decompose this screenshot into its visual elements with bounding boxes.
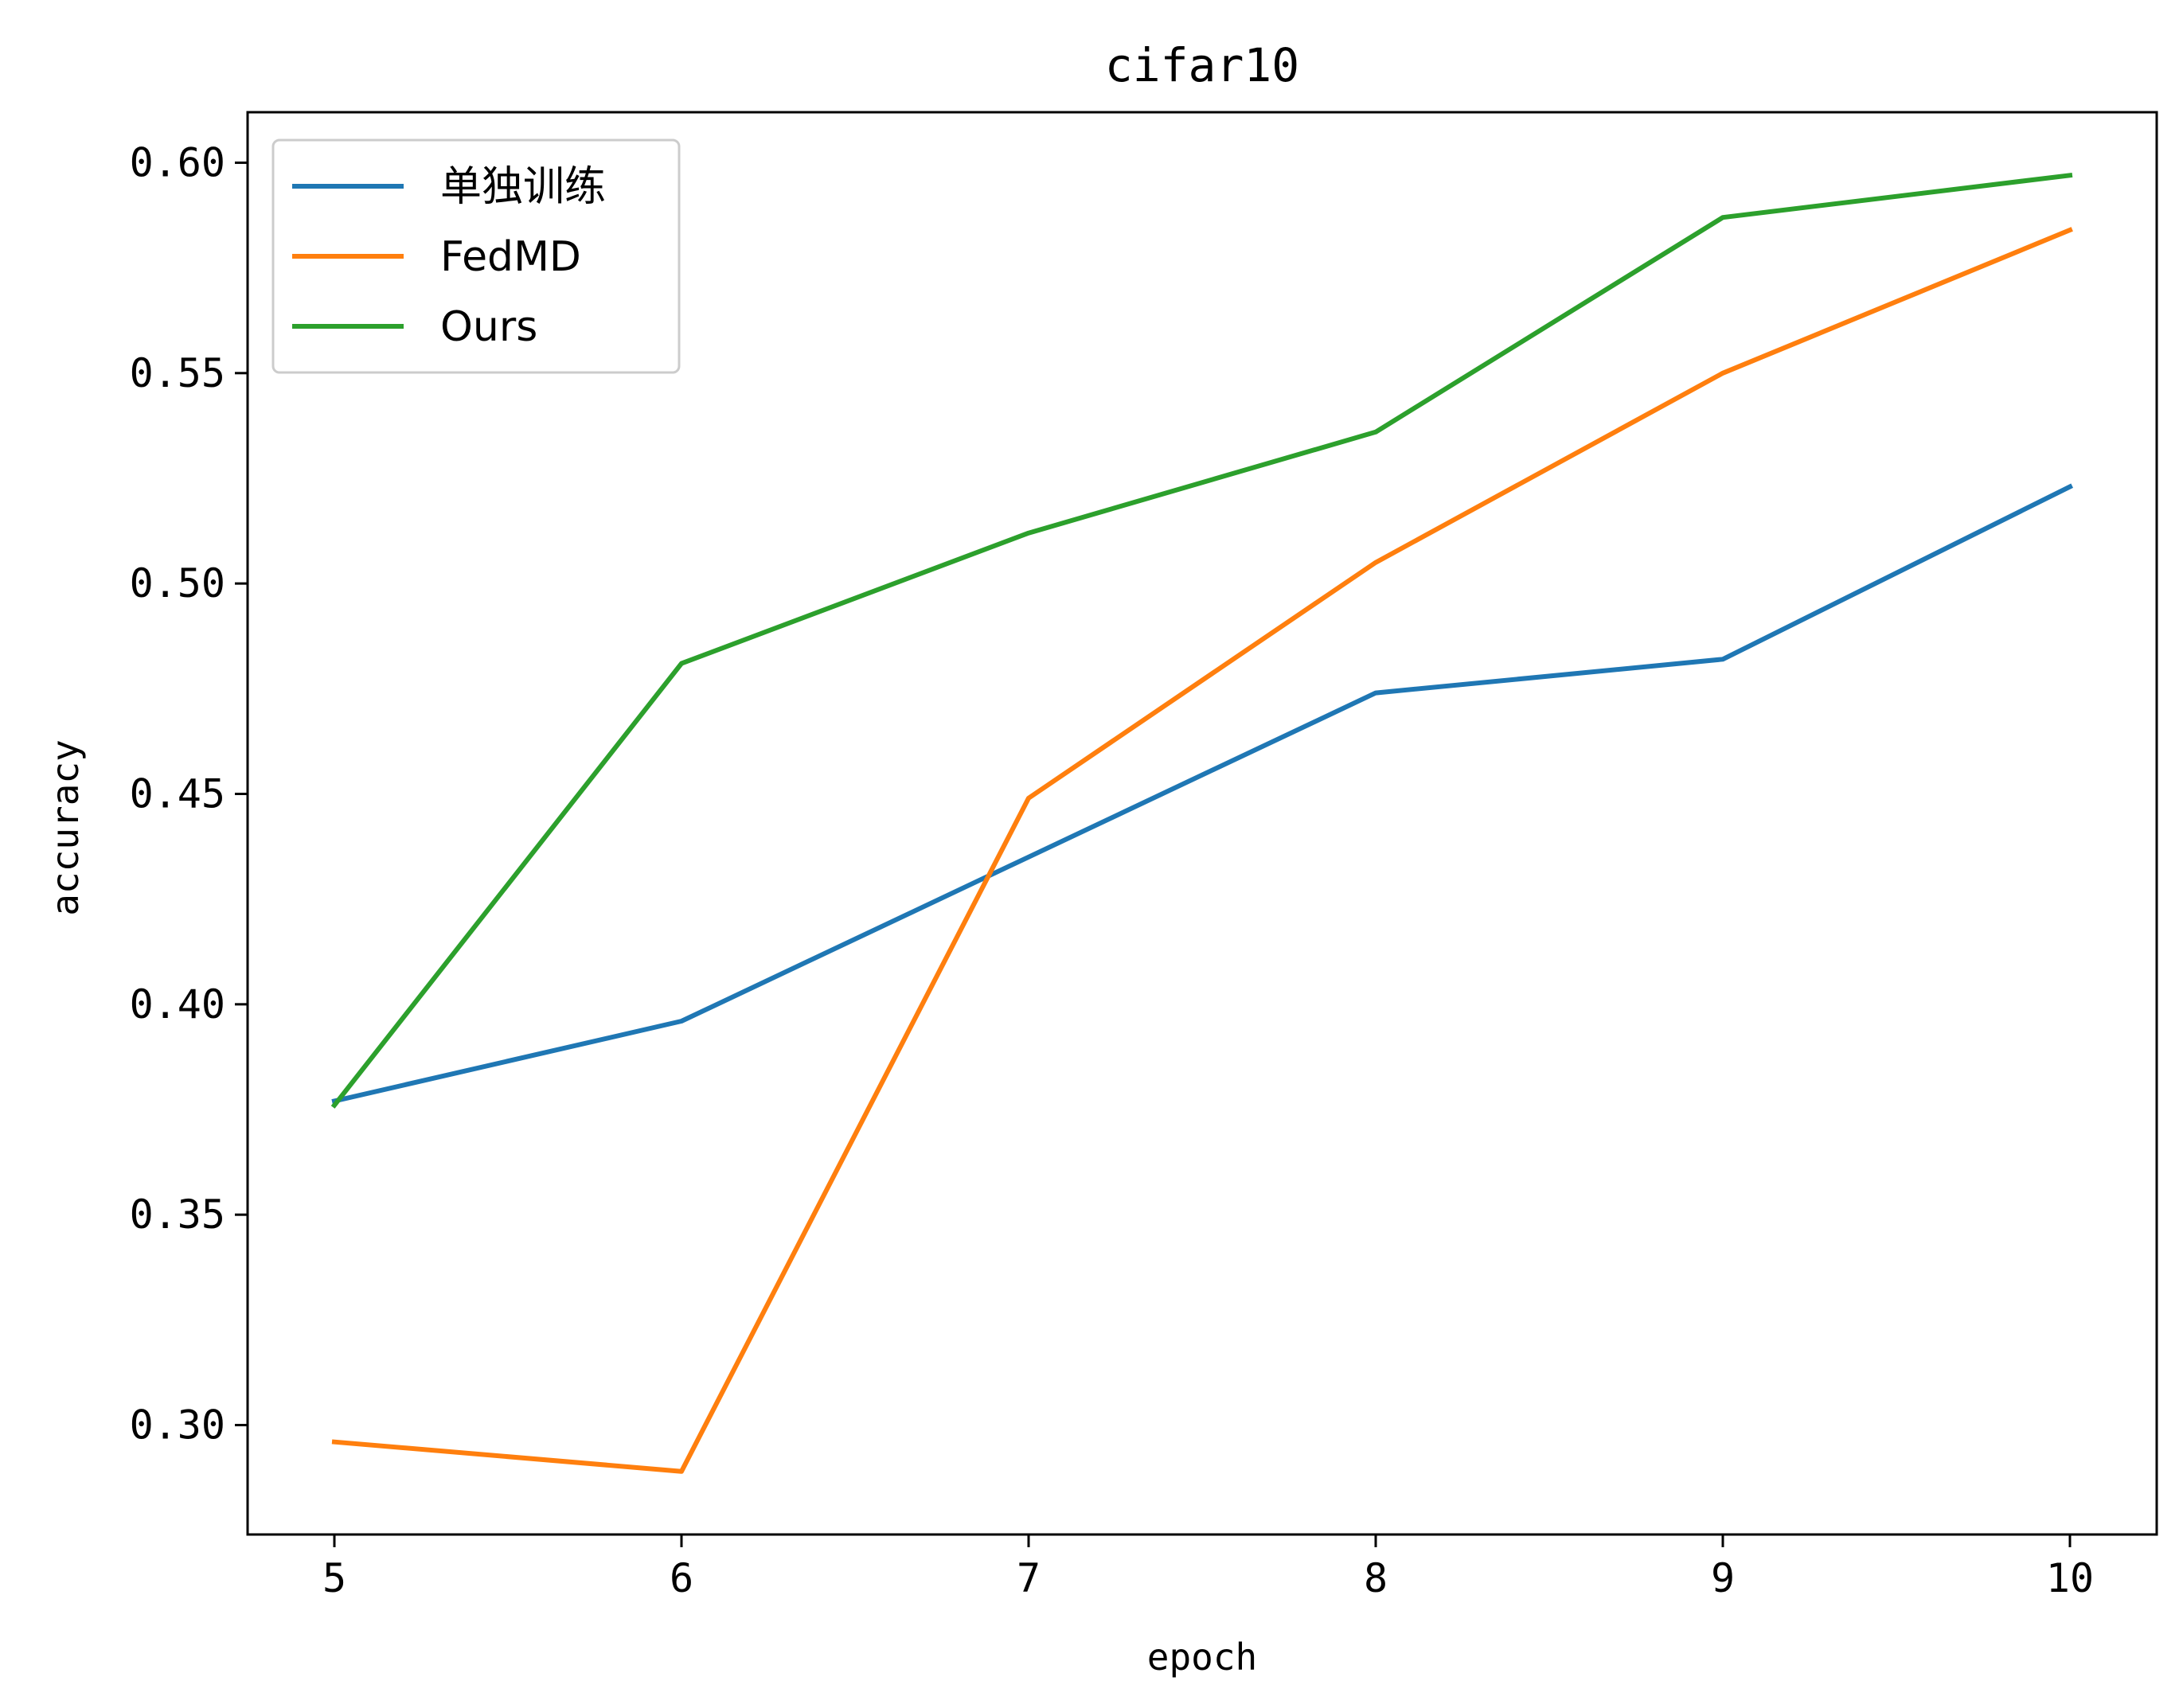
chart-title: cifar10	[1105, 38, 1299, 92]
legend: 单独训练 FedMD Ours	[271, 138, 681, 374]
y-tick-label: 0.55	[130, 350, 225, 396]
series-line-2	[330, 172, 2073, 1109]
legend-label-1: FedMD	[440, 233, 581, 281]
x-tick-label: 8	[1364, 1555, 1388, 1601]
y-tick-label: 0.35	[130, 1191, 225, 1238]
y-tick-label: 0.60	[130, 139, 225, 185]
series-line-0	[331, 483, 2074, 1104]
x-tick-label: 9	[1711, 1555, 1735, 1601]
legend-box	[271, 138, 681, 374]
x-tick-label: 10	[2046, 1555, 2094, 1601]
plot-frame	[246, 111, 2158, 1536]
x-tick-label: 5	[322, 1555, 346, 1601]
legend-label-0: 单独训练	[440, 163, 606, 211]
plot-area	[246, 111, 2158, 1536]
y-tick-label: 0.45	[130, 770, 225, 817]
x-tick-label: 7	[1017, 1555, 1041, 1601]
y-tick-label: 0.50	[130, 560, 225, 606]
y-tick-label: 0.30	[130, 1402, 225, 1449]
x-axis-title: epoch	[1147, 1636, 1257, 1679]
x-tick-label: 6	[670, 1555, 693, 1601]
legend-label-2: Ours	[440, 303, 537, 351]
y-axis-title: accuracy	[44, 739, 87, 916]
axis-ticks: 5 6 7 8 9 10 0.30 0.35 0.40 0.45 0.50 0.55 0.60	[130, 139, 2095, 1601]
y-tick-label: 0.40	[130, 981, 225, 1028]
series-line-1	[331, 227, 2073, 1474]
